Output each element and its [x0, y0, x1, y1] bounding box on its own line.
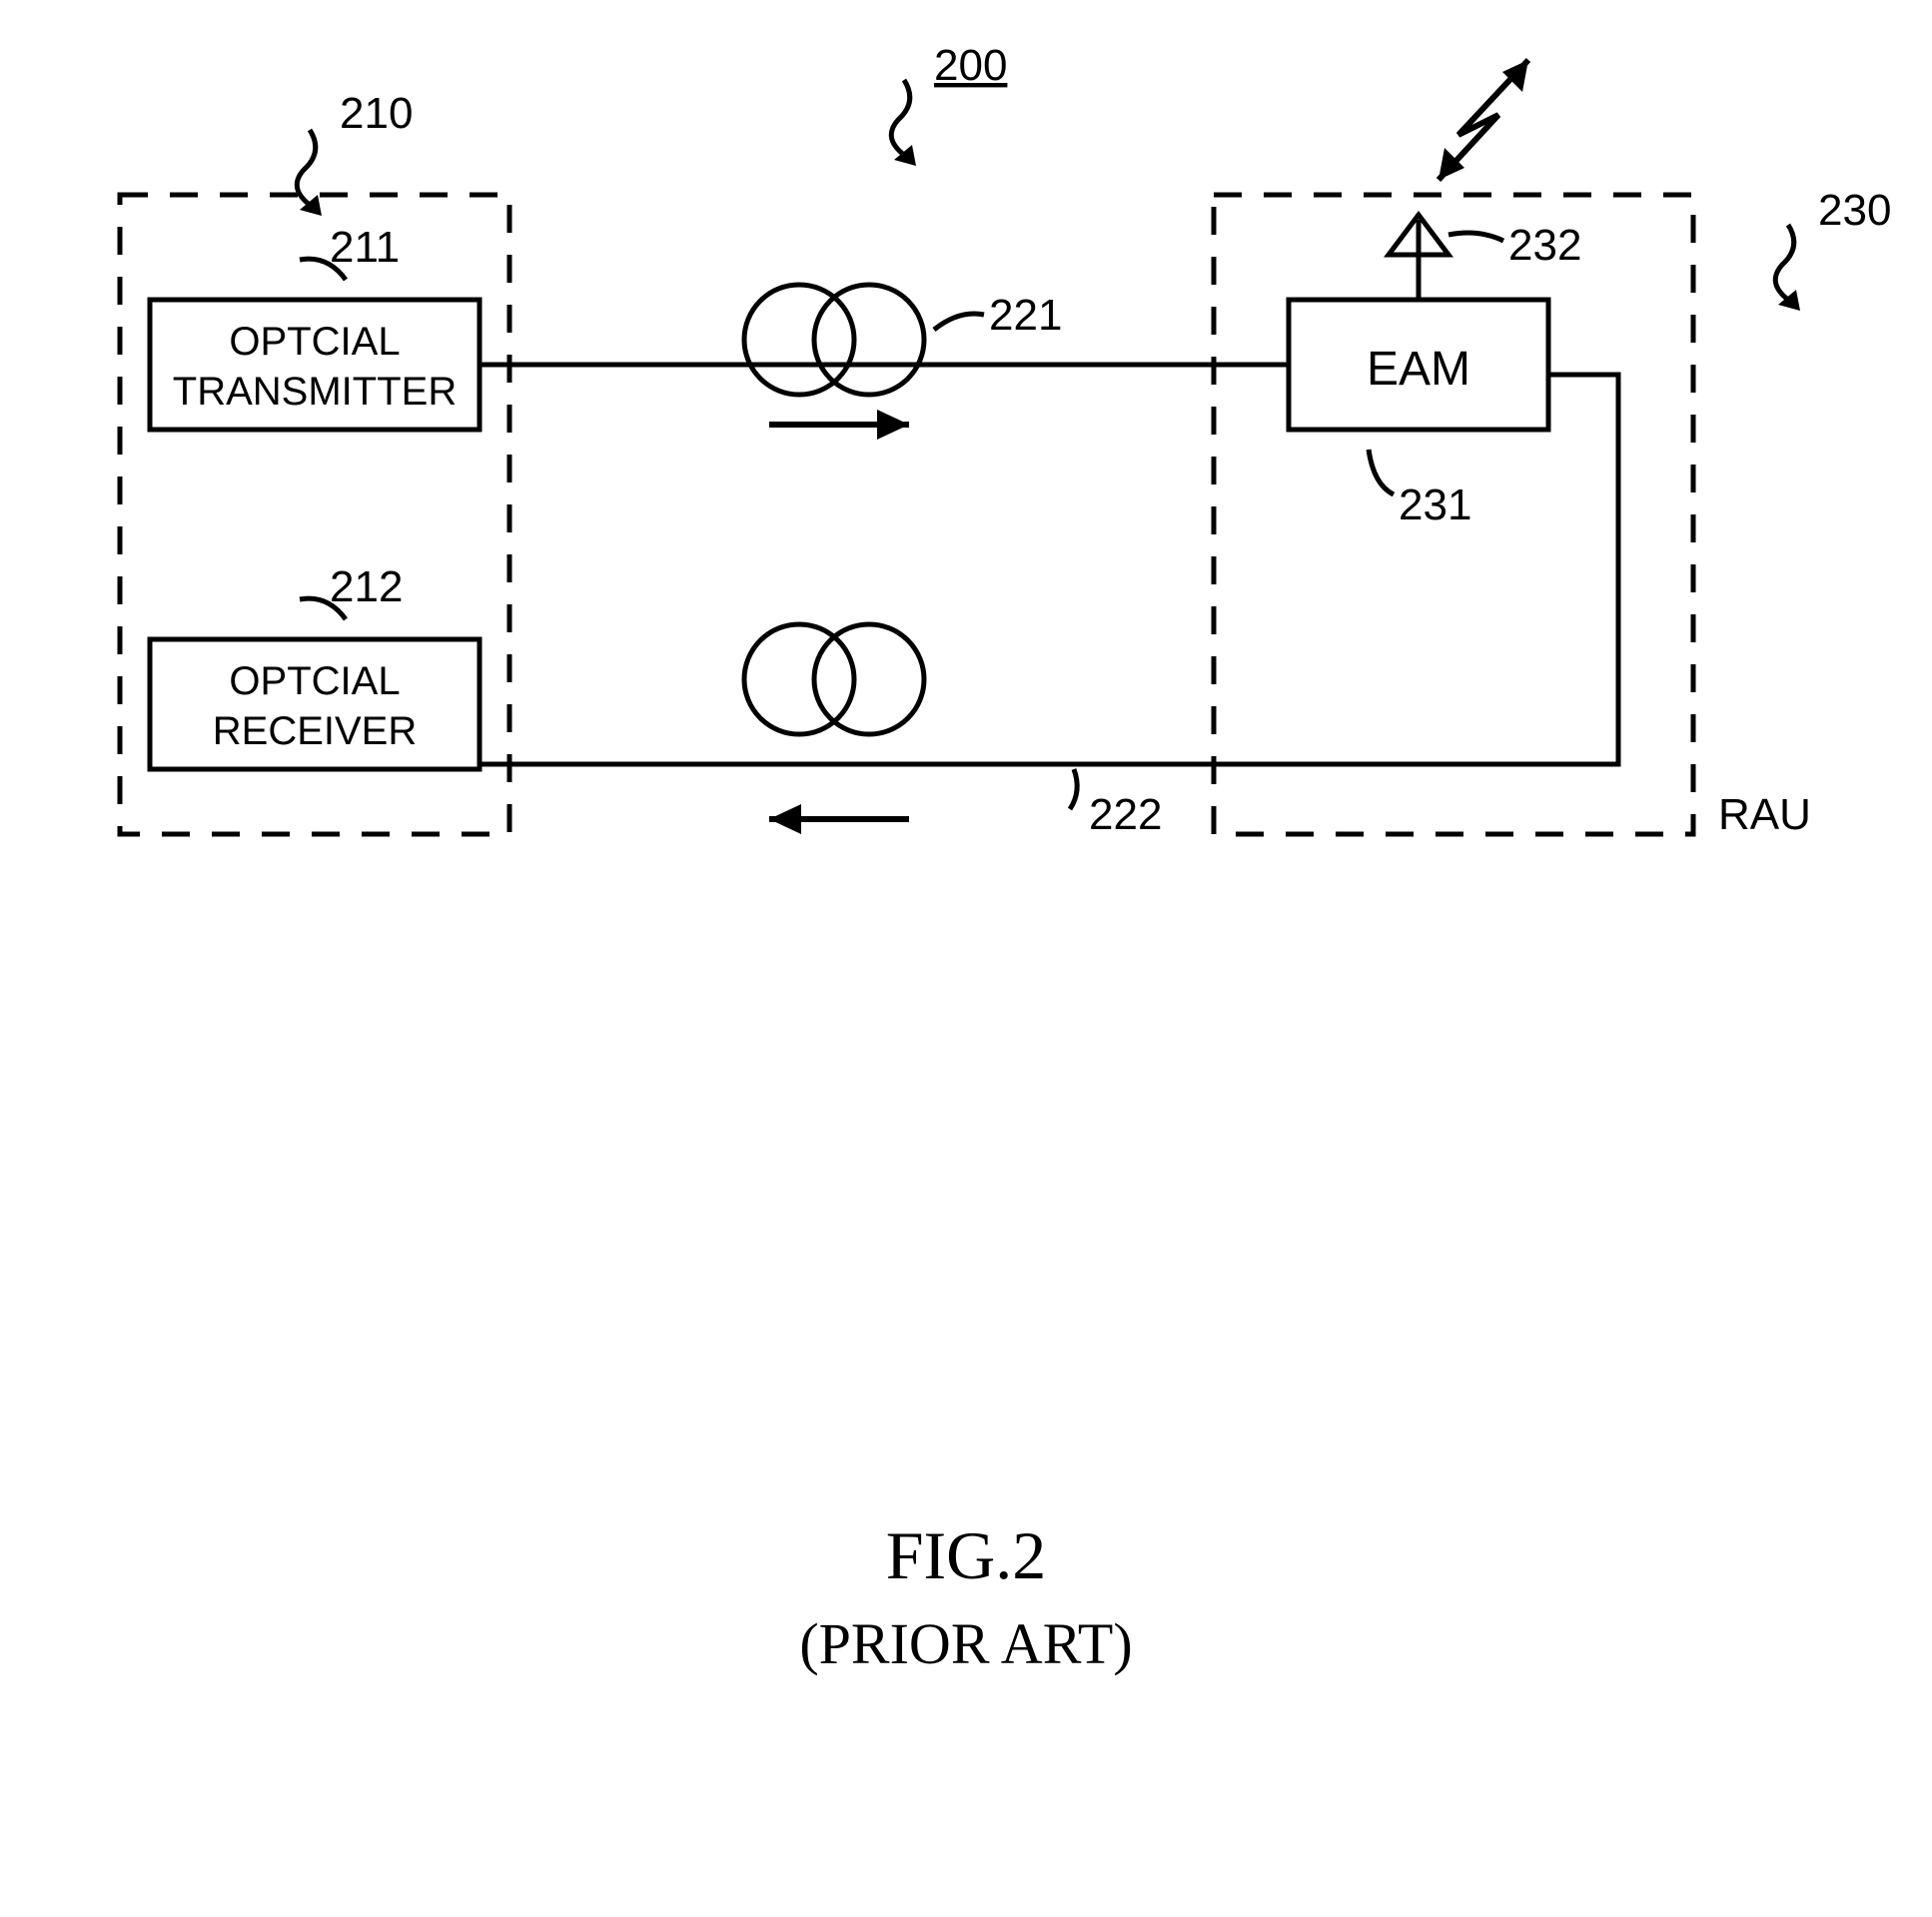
- dir-arrow-222-head: [769, 804, 801, 834]
- ref-221: 221: [989, 291, 1062, 340]
- fiber-coil-222-b: [814, 624, 924, 734]
- leader-232: [1449, 233, 1503, 241]
- leader-222: [1070, 769, 1077, 809]
- ref-211: 211: [330, 223, 400, 272]
- leader-221: [934, 314, 984, 330]
- ref-230: 230: [1818, 186, 1891, 235]
- fiber-coil-221-b: [814, 285, 924, 395]
- eam-label: EAM: [1367, 343, 1470, 396]
- leader-210: [297, 130, 316, 205]
- leader-200: [891, 80, 910, 155]
- rau-label: RAU: [1718, 790, 1811, 839]
- dir-arrow-221-head: [877, 410, 909, 440]
- fiber-coil-221-a: [744, 285, 854, 395]
- link-eam-rx: [480, 375, 1618, 764]
- figure-canvas: 210 OPTCIAL TRANSMITTER 211 OPTCIAL RECE…: [0, 0, 1932, 1917]
- leader-230: [1775, 225, 1794, 300]
- ref-232: 232: [1508, 221, 1581, 270]
- figure-subcaption: (PRIOR ART): [799, 1611, 1132, 1676]
- ref-222: 222: [1089, 790, 1162, 839]
- ref-210: 210: [340, 89, 413, 138]
- ref-200: 200: [934, 41, 1007, 90]
- tx-label-line1: OPTCIAL: [229, 320, 400, 364]
- rx-label-line1: OPTCIAL: [229, 659, 400, 703]
- figure-caption: FIG.2: [886, 1517, 1047, 1593]
- tx-label-line2: TRANSMITTER: [173, 370, 457, 414]
- leader-231: [1369, 450, 1394, 494]
- ref-212: 212: [330, 562, 403, 611]
- fiber-coil-222-a: [744, 624, 854, 734]
- rx-label-line2: RECEIVER: [213, 709, 418, 753]
- ref-231: 231: [1399, 480, 1471, 529]
